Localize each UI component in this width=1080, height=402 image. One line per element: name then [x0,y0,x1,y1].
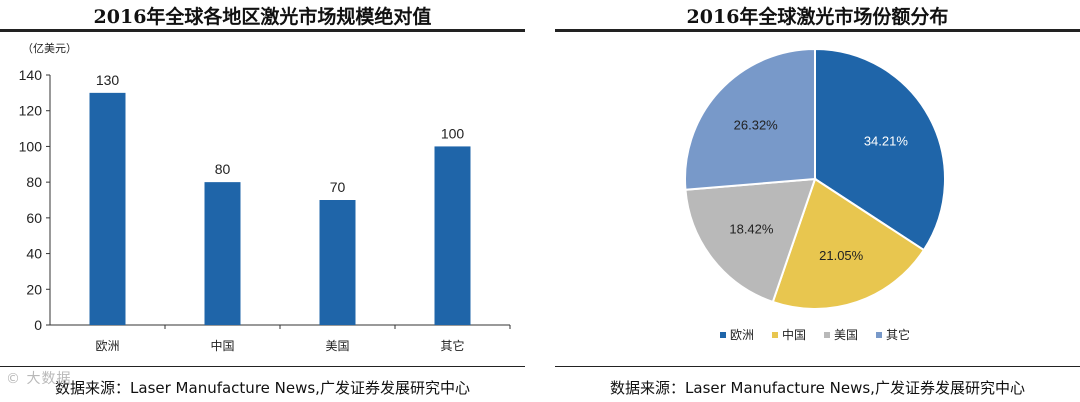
pie-slice [684,47,816,191]
x-tick-label: 中国 [210,338,234,353]
legend-swatch [720,332,726,338]
legend-label: 其它 [886,327,910,342]
pie-chart-bottom-rule [555,366,1080,367]
y-tick-label: 140 [19,67,43,83]
bar-value-label: 70 [330,179,346,195]
pie-slice [684,177,817,304]
bar-value-label: 130 [96,72,120,88]
pie-chart-top-rule [555,29,1080,32]
bar-value-label: 100 [441,125,465,141]
y-tick-label: 40 [26,246,42,262]
y-tick-label: 120 [19,103,43,119]
pie-chart-title: 2016年全球激光市场份额分布 [686,6,949,28]
watermark: © 大数据 [6,371,72,387]
bar-chart-bottom-rule [0,366,525,367]
legend-swatch [876,332,882,338]
pie-chart-source: 数据来源：Laser Manufacture News,广发证券发展研究中心 [610,379,1025,397]
bar-value-label: 80 [215,161,231,177]
bar-chart-panel: 2016年全球各地区激光市场规模绝对值 （亿美元） 0 20 40 60 80 100 120… [0,0,525,402]
pie-slice [771,177,926,310]
pie-chart-panel: 2016年全球激光市场份额分布 34.21% 21.05% 18.42% 26.32%… [555,0,1080,402]
bar-chart-top-rule [0,29,525,32]
y-tick-label: 20 [26,281,42,297]
legend-label: 中国 [782,327,806,342]
legend-label: 美国 [834,328,858,342]
y-tick-label: 60 [26,210,42,226]
pie-value-label: 21.05% [819,248,864,263]
x-tick-label: 欧洲 [95,339,119,353]
pie-value-label: 34.21% [864,134,909,149]
bar-chart: （亿美元） 0 20 40 60 80 100 120 140 130 欧洲 80 中国 70 美国 100 其… [19,42,511,353]
legend-label: 欧洲 [730,328,754,342]
y-tick-label: 100 [19,138,43,154]
bar [204,182,241,325]
x-tick-label: 其它 [440,338,464,353]
y-axis-label: （亿美元） [22,42,77,55]
bar-chart-source: 数据来源：Laser Manufacture News,广发证券发展研究中心 [55,379,470,397]
y-tick-label: 0 [34,317,42,333]
bar [434,146,471,325]
legend-swatch [772,332,778,338]
x-tick-label: 美国 [325,339,349,353]
pie-value-label: 26.32% [734,117,779,132]
pie-value-label: 18.42% [729,222,774,237]
pie-chart: 34.21% 21.05% 18.42% 26.32% 欧洲 中国 美国 其它 [684,47,946,342]
y-tick-label: 80 [26,174,42,190]
bar [319,200,356,325]
legend-swatch [824,332,830,338]
bar [89,92,126,325]
bar-chart-title: 2016年全球各地区激光市场规模绝对值 [93,6,432,28]
